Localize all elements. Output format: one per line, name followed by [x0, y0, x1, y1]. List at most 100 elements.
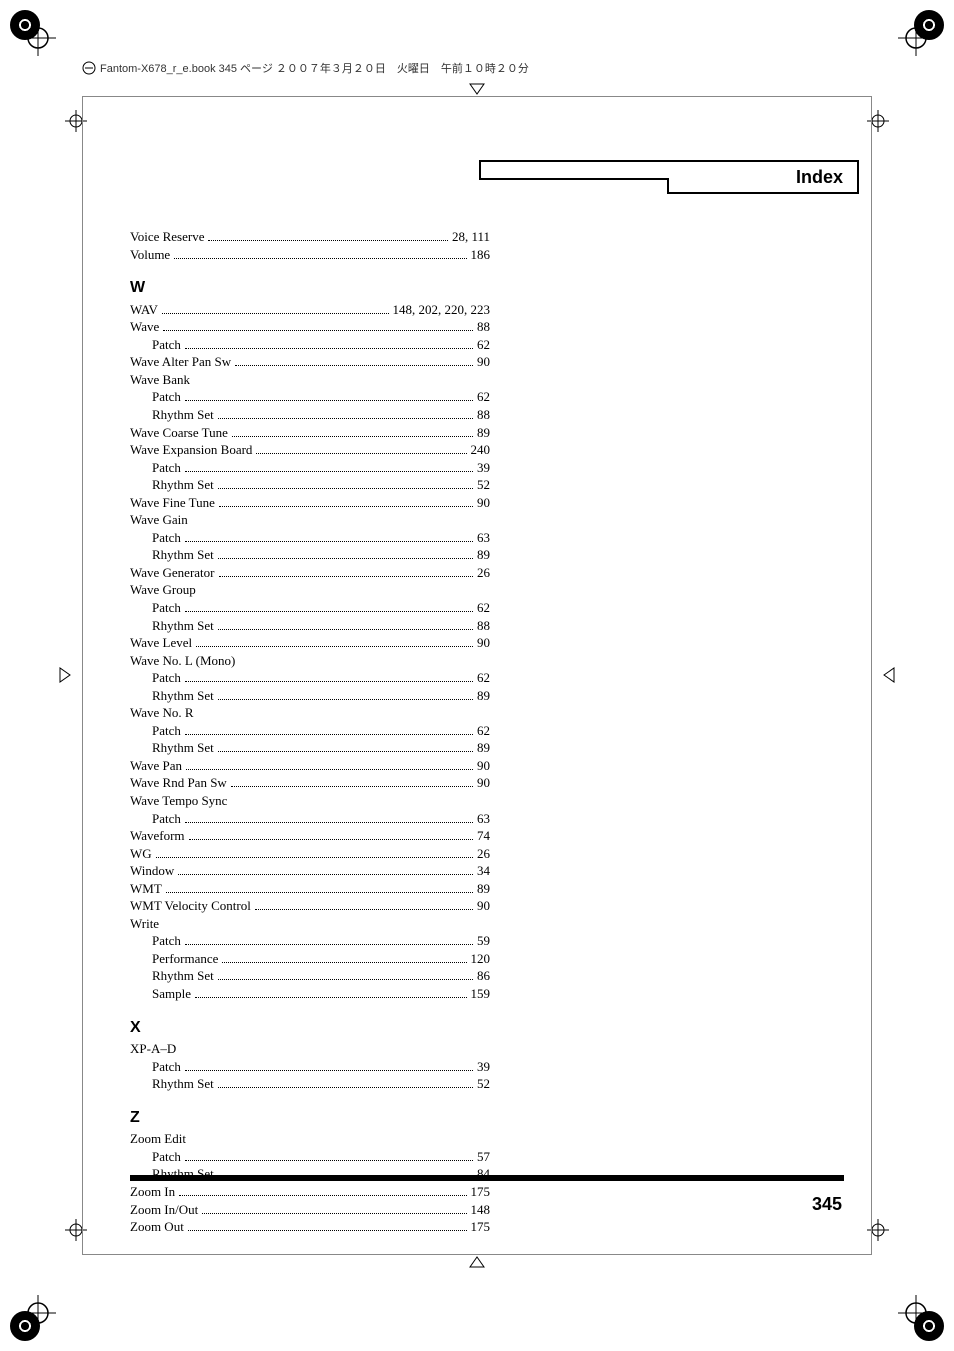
- index-entry: Patch62: [130, 388, 490, 406]
- index-section-head: X: [130, 1017, 490, 1039]
- index-entry-label: WG: [130, 845, 152, 863]
- index-entry: Voice Reserve28, 111: [130, 228, 490, 246]
- index-leader-dots: [208, 232, 447, 241]
- index-entry: XP-A–D: [130, 1040, 490, 1058]
- index-entry: Patch 59: [130, 932, 490, 950]
- index-entry-page: 39: [477, 459, 490, 477]
- index-entry-label: Write: [130, 915, 159, 933]
- book-icon: [82, 61, 96, 75]
- index-entry-label: Volume: [130, 246, 170, 264]
- index-entry: Volume 186: [130, 246, 490, 264]
- header-text: Fantom-X678_r_e.book 345 ページ ２００７年３月２０日 …: [100, 60, 529, 76]
- index-entry-label: Wave Rnd Pan Sw: [130, 774, 227, 792]
- index-entry-page: 89: [477, 546, 490, 564]
- index-entry: Wave Group: [130, 581, 490, 599]
- index-entry: Wave No. R: [130, 704, 490, 722]
- index-entry-label: Wave Tempo Sync: [130, 792, 227, 810]
- index-entry: WMT Velocity Control90: [130, 897, 490, 915]
- index-entry-page: 148: [471, 1201, 491, 1219]
- index-entry-page: 88: [477, 617, 490, 635]
- index-entry-label: Sample: [152, 985, 191, 1003]
- index-entry-label: Performance: [152, 950, 218, 968]
- index-leader-dots: [231, 778, 473, 787]
- index-entry-label: Wave Group: [130, 581, 196, 599]
- index-leader-dots: [166, 884, 473, 893]
- index-entry-label: Patch: [152, 810, 181, 828]
- index-leader-dots: [232, 427, 473, 436]
- index-entry: Rhythm Set86: [130, 967, 490, 985]
- index-entry-label: Rhythm Set: [152, 546, 214, 564]
- index-entry-label: Window: [130, 862, 174, 880]
- index-entry-page: 62: [477, 599, 490, 617]
- index-entry-label: Zoom In: [130, 1183, 175, 1201]
- index-entry-page: 186: [471, 246, 491, 264]
- index-entry-page: 62: [477, 669, 490, 687]
- index-entry-page: 90: [477, 353, 490, 371]
- index-entry-label: Wave Bank: [130, 371, 190, 389]
- index-entry: Patch62: [130, 669, 490, 687]
- index-entry: Sample159: [130, 985, 490, 1003]
- index-leader-dots: [218, 410, 473, 419]
- index-entry-page: 52: [477, 476, 490, 494]
- index-entry-page: 63: [477, 810, 490, 828]
- index-entry-label: Patch: [152, 459, 181, 477]
- index-entry-label: WMT Velocity Control: [130, 897, 251, 915]
- index-entry-page: 26: [477, 564, 490, 582]
- index-entry-label: Zoom Edit: [130, 1130, 186, 1148]
- registration-arrow-icon: [468, 82, 486, 96]
- index-entry: Rhythm Set52: [130, 476, 490, 494]
- index-entry-label: Waveform: [130, 827, 185, 845]
- index-entry-label: Patch: [152, 932, 181, 950]
- registration-mark-icon: [20, 20, 56, 56]
- index-leader-dots: [178, 866, 473, 875]
- index-entry-label: Patch: [152, 722, 181, 740]
- index-entry: Write: [130, 915, 490, 933]
- index-entry-label: Wave Pan: [130, 757, 182, 775]
- index-leader-dots: [218, 691, 473, 700]
- index-leader-dots: [195, 989, 467, 998]
- index-entry: Wave No. L (Mono): [130, 652, 490, 670]
- index-entry-page: 89: [477, 880, 490, 898]
- index-entry: Patch 39: [130, 459, 490, 477]
- index-entry: Wave Tempo Sync: [130, 792, 490, 810]
- registration-mark-small-icon: [867, 1219, 889, 1241]
- index-leader-dots: [162, 305, 389, 314]
- index-entry-page: 240: [471, 441, 491, 459]
- index-entry: Window 34: [130, 862, 490, 880]
- index-leader-dots: [235, 357, 473, 366]
- index-entry: Zoom In175: [130, 1183, 490, 1201]
- index-leader-dots: [179, 1187, 466, 1196]
- index-entry: Patch39: [130, 1058, 490, 1076]
- index-leader-dots: [185, 392, 473, 401]
- index-leader-dots: [218, 971, 473, 980]
- index-entry-page: 59: [477, 932, 490, 950]
- index-entry-page: 34: [477, 862, 490, 880]
- index-leader-dots: [196, 638, 473, 647]
- index-leader-dots: [185, 936, 473, 945]
- index-entry: Zoom Edit: [130, 1130, 490, 1148]
- index-leader-dots: [218, 1079, 473, 1088]
- index-entry: Wave Generator26: [130, 564, 490, 582]
- index-leader-dots: [255, 901, 473, 910]
- index-leader-dots: [163, 322, 473, 331]
- index-entry-page: 62: [477, 722, 490, 740]
- index-entry-page: 89: [477, 687, 490, 705]
- index-leader-dots: [185, 813, 473, 822]
- index-entry-label: Patch: [152, 1058, 181, 1076]
- index-entry-page: 88: [477, 406, 490, 424]
- index-entry-page: 148, 202, 220, 223: [393, 301, 491, 319]
- index-entry-label: Wave Level: [130, 634, 192, 652]
- index-column: Voice Reserve28, 111Volume186WWAV148, 20…: [130, 228, 490, 1236]
- index-entry-page: 175: [471, 1218, 491, 1236]
- index-entry-label: WAV: [130, 301, 158, 319]
- index-entry: Patch 62: [130, 722, 490, 740]
- index-entry: Wave Coarse Tune89: [130, 424, 490, 442]
- index-entry-label: Patch: [152, 599, 181, 617]
- index-leader-dots: [219, 568, 474, 577]
- index-entry-label: Wave Expansion Board: [130, 441, 252, 459]
- index-entry: Rhythm Set 89: [130, 687, 490, 705]
- index-entry-page: 90: [477, 757, 490, 775]
- index-entry-page: 28, 111: [452, 228, 490, 246]
- index-leader-dots: [256, 445, 466, 454]
- index-entry-label: Rhythm Set: [152, 687, 214, 705]
